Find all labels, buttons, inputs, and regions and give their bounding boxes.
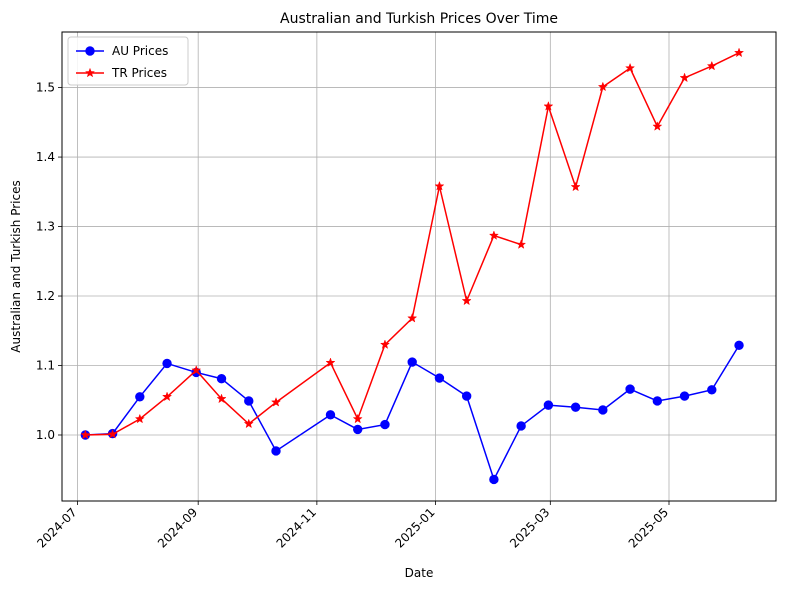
data-point bbox=[461, 295, 472, 306]
data-point bbox=[325, 357, 336, 368]
data-point bbox=[353, 424, 363, 435]
data-point bbox=[434, 180, 445, 191]
data-point bbox=[652, 121, 663, 131]
data-point bbox=[516, 239, 527, 249]
data-point bbox=[706, 60, 717, 71]
data-point bbox=[325, 410, 336, 420]
y-tick-label: 1.1 bbox=[36, 359, 55, 373]
data-point bbox=[243, 418, 254, 429]
data-point bbox=[707, 385, 717, 395]
data-point bbox=[734, 340, 744, 351]
data-point bbox=[597, 81, 608, 92]
data-point bbox=[598, 405, 608, 415]
y-tick-label: 1.5 bbox=[36, 81, 55, 95]
legend: AU Prices TR Prices bbox=[67, 36, 189, 86]
data-point bbox=[488, 230, 499, 240]
data-point bbox=[379, 339, 391, 349]
data-point bbox=[271, 446, 281, 456]
plot-frame bbox=[61, 31, 777, 502]
data-point bbox=[652, 396, 663, 406]
y-tick-label: 1.0 bbox=[36, 428, 55, 442]
data-point bbox=[80, 429, 91, 440]
data-point bbox=[161, 391, 173, 402]
legend-label: AU Prices bbox=[112, 44, 168, 58]
data-point bbox=[679, 391, 690, 401]
data-point bbox=[570, 402, 581, 412]
data-point bbox=[407, 357, 417, 367]
data-point bbox=[244, 396, 254, 406]
data-point bbox=[380, 419, 390, 430]
data-point bbox=[107, 428, 118, 439]
grid-lines bbox=[62, 32, 776, 501]
data-point bbox=[461, 391, 472, 401]
data-point bbox=[625, 384, 635, 394]
legend-label: TR Prices bbox=[111, 66, 167, 80]
data-point bbox=[135, 392, 145, 402]
data-point bbox=[216, 393, 227, 404]
data-point bbox=[489, 474, 499, 485]
data-point bbox=[543, 400, 554, 410]
data-point bbox=[407, 312, 418, 323]
series-line bbox=[85, 344, 740, 482]
data-point bbox=[134, 413, 145, 424]
y-tick-label: 1.4 bbox=[36, 150, 55, 164]
y-axis-label: Australian and Turkish Prices bbox=[9, 180, 23, 352]
series-tr bbox=[80, 47, 745, 440]
data-point bbox=[679, 72, 690, 83]
data-point bbox=[543, 101, 554, 111]
series-line bbox=[85, 52, 740, 436]
data-point bbox=[191, 365, 202, 375]
y-axis-ticks: 1.0 1.1 1.2 1.3 1.4 1.5 bbox=[36, 81, 62, 442]
x-axis-label: Date bbox=[405, 566, 434, 580]
y-tick-label: 1.3 bbox=[36, 220, 55, 234]
data-point bbox=[216, 374, 227, 384]
chart-title: Australian and Turkish Prices Over Time bbox=[280, 11, 558, 27]
legend-marker bbox=[84, 67, 96, 78]
series-layer bbox=[80, 47, 745, 485]
data-point bbox=[625, 62, 636, 73]
data-point bbox=[270, 397, 282, 407]
data-point bbox=[570, 181, 581, 192]
data-point bbox=[162, 358, 172, 369]
data-point bbox=[352, 413, 363, 424]
data-point bbox=[733, 47, 745, 58]
y-tick-label: 1.2 bbox=[36, 289, 55, 303]
legend-marker bbox=[85, 46, 95, 56]
data-point bbox=[516, 421, 526, 431]
data-point bbox=[434, 373, 445, 383]
